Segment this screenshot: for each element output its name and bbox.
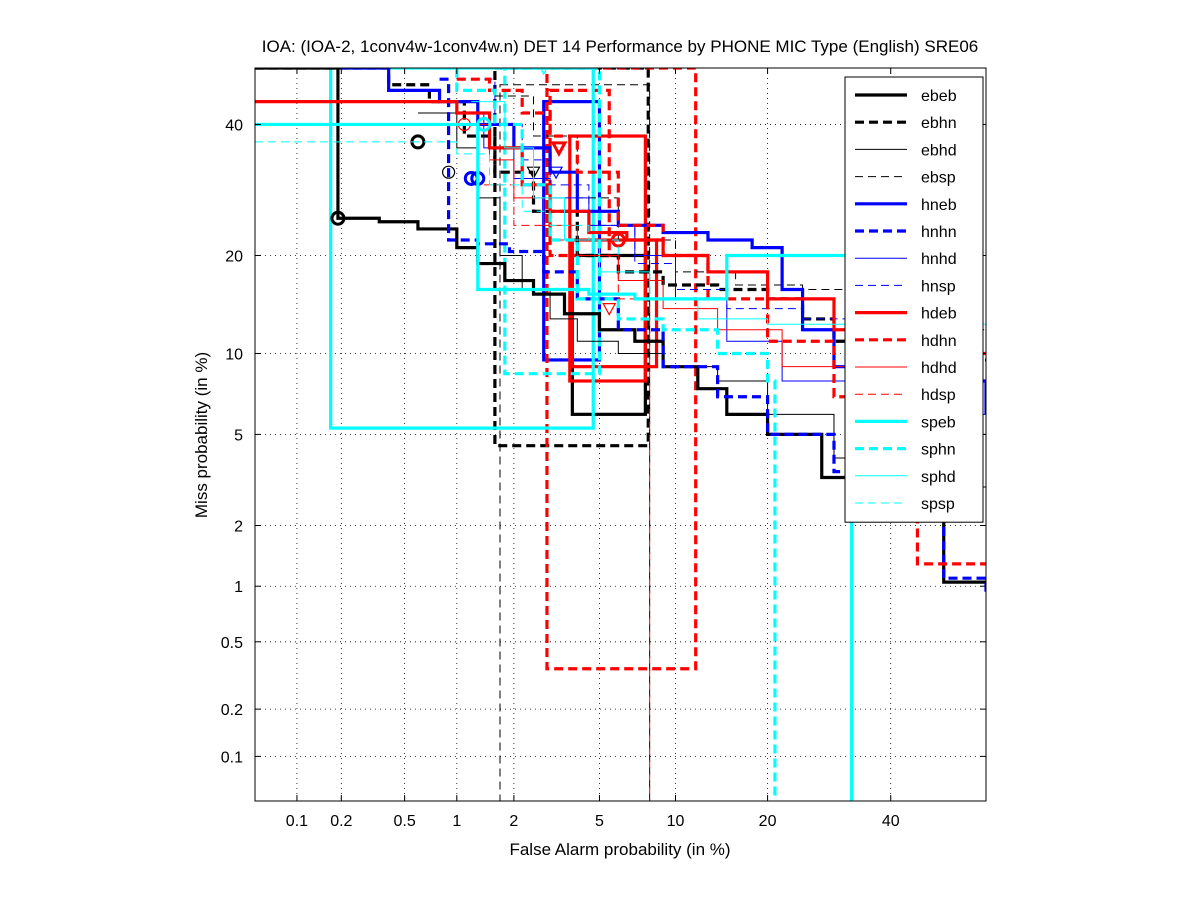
legend-label-spsp: spsp — [921, 496, 955, 513]
y-tick-label: 0.5 — [221, 635, 243, 652]
y-tick-label: 40 — [225, 117, 243, 134]
y-tick-label: 0.2 — [221, 702, 243, 719]
legend-label-sphn: sphn — [921, 442, 956, 459]
y-tick-label: 0.1 — [221, 749, 243, 766]
series-line-ebeb — [255, 68, 986, 584]
legend-label-hnhd: hnhd — [921, 251, 957, 268]
y-tick-label: 20 — [225, 248, 243, 265]
y-axis-label: Miss probability (in %) — [192, 352, 211, 518]
confidence-box-ebhn — [493, 68, 650, 448]
series-line-sphd — [471, 101, 986, 325]
series-line-hdhd — [464, 123, 986, 526]
x-tick-label: 2 — [509, 813, 518, 830]
y-tick-label: 10 — [225, 346, 243, 363]
series-line-spsp — [255, 141, 619, 256]
x-tick-label: 1 — [452, 813, 461, 830]
legend-label-ebeb: ebeb — [921, 88, 957, 105]
series-line-speb — [255, 122, 854, 801]
x-tick-label: 0.1 — [286, 813, 308, 830]
legend-label-ebhn: ebhn — [921, 115, 957, 132]
confidence-box-hdhn — [545, 68, 698, 671]
marker-hnsp — [549, 166, 564, 180]
x-axis-label: False Alarm probability (in %) — [509, 840, 730, 859]
axis-ticks: 0.1 0.2 0.5 1 2 5 10 20 40 0.1 0.2 0.5 1 2 5 10 20 40 — [221, 68, 986, 830]
x-tick-label: 0.2 — [330, 813, 352, 830]
x-tick-label: 10 — [667, 813, 685, 830]
x-tick-label: 40 — [882, 813, 900, 830]
legend-label-hdeb: hdeb — [921, 306, 957, 323]
marker-hdhn — [550, 141, 568, 157]
confidence-box-sphn — [503, 68, 602, 376]
legend-label-hnsp: hnsp — [921, 278, 956, 295]
legend-label-hdhn: hdhn — [921, 333, 957, 350]
legend: ebeb ebhn ebhd ebsp hneb hnhn hnhd hnsp hdeb hdhn… — [844, 76, 984, 523]
marker-hdsp — [602, 303, 617, 316]
legend-label-ebsp: ebsp — [921, 170, 956, 187]
marker-ebhd — [441, 165, 456, 179]
y-tick-label: 1 — [234, 579, 243, 596]
confidence-box-hdeb — [568, 134, 647, 383]
chart-title: IOA: (IOA-2, 1conv4w-1conv4w.n) DET 14 P… — [262, 37, 978, 56]
legend-label-hdhd: hdhd — [921, 360, 957, 377]
confidence-box-speb — [329, 68, 595, 430]
marker-ebeb — [330, 210, 346, 226]
x-tick-label: 20 — [759, 813, 777, 830]
y-tick-label: 5 — [234, 427, 243, 444]
legend-label-sphd: sphd — [921, 469, 956, 486]
y-tick-label: 2 — [234, 518, 243, 535]
legend-box — [844, 76, 984, 523]
legend-label-hdsp: hdsp — [921, 387, 956, 404]
legend-label-speb: speb — [921, 414, 956, 431]
x-tick-label: 0.5 — [393, 813, 415, 830]
series-line-hdeb — [255, 100, 986, 356]
legend-label-hnhn: hnhn — [921, 224, 957, 241]
x-tick-label: 5 — [595, 813, 604, 830]
legend-label-hneb: hneb — [921, 197, 957, 214]
series-line-hnsp — [471, 78, 986, 331]
legend-label-ebhd: ebhd — [921, 142, 957, 159]
marker-speb — [476, 116, 492, 132]
